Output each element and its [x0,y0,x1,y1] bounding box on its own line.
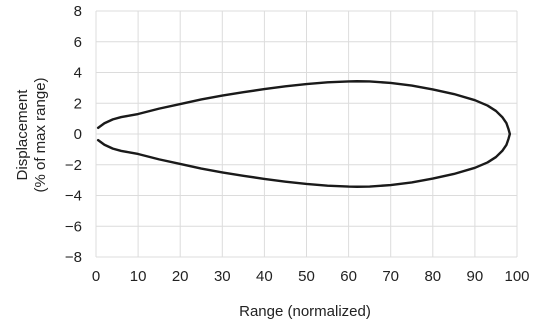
y-axis-title-line-2: (% of max range) [32,77,49,192]
x-tick-label: 90 [467,268,484,285]
x-tick-label: 60 [340,268,357,285]
y-tick-label: −6 [65,218,82,235]
y-tick-label: 4 [74,65,82,82]
x-tick-label: 100 [504,268,529,285]
y-tick-label: 2 [74,95,82,112]
y-tick-label: −8 [65,249,82,266]
y-tick-label: −4 [65,188,82,205]
x-tick-label: 10 [130,268,147,285]
y-tick-label: −2 [65,157,82,174]
x-tick-label: 80 [424,268,441,285]
series-layer [96,80,512,188]
x-tick-label: 30 [214,268,231,285]
y-tick-label: 6 [74,34,82,51]
x-tick-label: 0 [92,268,100,285]
series-line-0 [96,80,512,188]
y-tick-label: 8 [74,3,82,20]
x-tick-label: 50 [298,268,315,285]
y-tick-labels: −8 −6 −4 −2 0 2 4 6 8 [65,3,82,266]
y-tick-label: 0 [74,126,82,143]
x-axis-title: Range (normalized) [239,303,371,320]
x-tick-label: 40 [256,268,273,285]
x-tick-labels: 0 10 20 30 40 50 60 70 80 90 100 [92,268,530,285]
x-tick-label: 20 [172,268,189,285]
x-tick-label: 70 [382,268,399,285]
y-axis-title-line-1: Displacement [14,89,31,181]
grid [95,10,518,258]
